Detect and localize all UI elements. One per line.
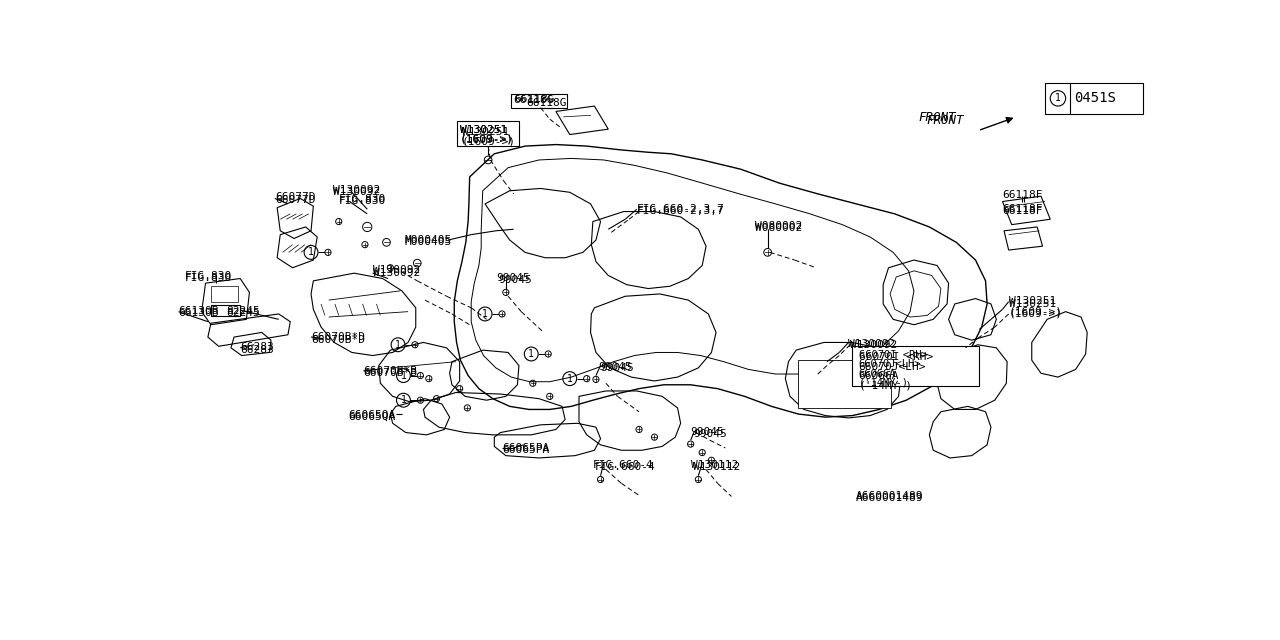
Text: W130092: W130092: [372, 268, 420, 278]
Text: (1609->): (1609->): [462, 137, 516, 147]
Text: 66130B: 66130B: [179, 307, 219, 316]
Text: 66070I <RH>: 66070I <RH>: [859, 350, 927, 360]
Text: W130251: W130251: [1009, 298, 1056, 308]
Text: 66070J<LH>: 66070J<LH>: [859, 360, 922, 369]
Text: 1: 1: [401, 371, 406, 381]
Text: 99045: 99045: [692, 429, 727, 440]
Text: 66118F: 66118F: [1002, 190, 1043, 200]
Text: W130112: W130112: [691, 460, 737, 470]
Bar: [511, 93, 567, 108]
Text: A660001489: A660001489: [856, 493, 924, 502]
Text: 1: 1: [1055, 93, 1061, 103]
Text: 66118G: 66118G: [515, 93, 554, 104]
Text: W080002: W080002: [755, 221, 801, 231]
Text: 0451S: 0451S: [1074, 92, 1116, 106]
Text: FIG.660-2,3,7: FIG.660-2,3,7: [636, 204, 724, 214]
Text: W130251: W130251: [462, 127, 509, 137]
Text: 82245: 82245: [227, 308, 260, 318]
Text: W130251: W130251: [460, 125, 507, 134]
Text: ('14MY-): ('14MY-): [859, 378, 909, 388]
Text: W130092: W130092: [333, 187, 380, 197]
Text: FIG.830: FIG.830: [339, 196, 387, 206]
Text: W130092: W130092: [850, 340, 897, 350]
Bar: [799, 360, 891, 408]
Text: W130092: W130092: [372, 266, 420, 275]
Text: M000405: M000405: [404, 235, 452, 244]
Text: 1: 1: [401, 395, 406, 405]
Text: W130251: W130251: [1009, 296, 1056, 307]
Text: 1: 1: [396, 340, 401, 349]
Text: 66070B*B: 66070B*B: [364, 368, 417, 378]
Text: FIG.830: FIG.830: [339, 194, 387, 204]
Text: 66065QA: 66065QA: [348, 410, 396, 419]
Text: (1609->): (1609->): [1009, 308, 1062, 319]
Bar: [211, 286, 238, 301]
Text: 66283: 66283: [241, 342, 274, 353]
Text: 66118G: 66118G: [526, 99, 567, 108]
Text: 66118F: 66118F: [1002, 204, 1043, 214]
Text: 82245: 82245: [227, 307, 260, 316]
Text: FIG.660-4: FIG.660-4: [593, 460, 654, 470]
Text: M000405: M000405: [404, 237, 452, 247]
Text: 66065PA: 66065PA: [502, 445, 549, 455]
Text: 99045: 99045: [600, 364, 635, 373]
Text: FRONT: FRONT: [919, 111, 956, 124]
Text: 66118G: 66118G: [513, 95, 554, 105]
Text: FRONT: FRONT: [927, 114, 964, 127]
Bar: [457, 122, 518, 146]
Text: 66066A: 66066A: [859, 371, 899, 381]
Text: FIG.830: FIG.830: [184, 271, 232, 281]
Bar: [211, 305, 241, 316]
Text: (1609->): (1609->): [460, 134, 513, 144]
Text: W080002: W080002: [755, 223, 801, 233]
Text: 99045: 99045: [495, 273, 530, 283]
Text: 66130B: 66130B: [179, 308, 219, 318]
Text: A660001489: A660001489: [856, 491, 924, 501]
Text: W130092: W130092: [849, 339, 896, 349]
Text: 1: 1: [529, 349, 534, 359]
Text: FIG.830: FIG.830: [184, 273, 232, 283]
Text: W130092: W130092: [333, 184, 380, 195]
Text: (1609->): (1609->): [460, 134, 513, 145]
Text: 66283: 66283: [241, 345, 274, 355]
Bar: [852, 346, 979, 387]
Text: 1: 1: [483, 309, 488, 319]
Text: 66070B*B: 66070B*B: [364, 365, 417, 376]
Text: 66065PA: 66065PA: [502, 442, 549, 452]
Text: 66065QA: 66065QA: [348, 412, 396, 422]
Text: W130251: W130251: [460, 125, 507, 134]
Text: 99045: 99045: [691, 427, 724, 437]
Text: FIG.660-4: FIG.660-4: [594, 462, 655, 472]
Bar: [211, 305, 238, 316]
Text: FIG.660-2,3,7: FIG.660-2,3,7: [636, 206, 724, 216]
Text: 66066A: 66066A: [859, 369, 896, 379]
Text: 1: 1: [567, 374, 572, 383]
Text: W130112: W130112: [692, 462, 740, 472]
Text: 99045: 99045: [498, 275, 532, 285]
Text: 66077D: 66077D: [275, 192, 315, 202]
Text: 1: 1: [308, 247, 314, 257]
Text: 66070I <RH>: 66070I <RH>: [859, 353, 933, 362]
Text: 99045: 99045: [598, 362, 632, 372]
Bar: [1044, 83, 1143, 114]
Text: 66118F: 66118F: [1002, 206, 1043, 216]
Text: 66070B*D: 66070B*D: [311, 332, 365, 342]
Text: 66070J<LH>: 66070J<LH>: [859, 362, 925, 372]
Text: ('14MY-): ('14MY-): [859, 380, 913, 390]
Text: 66070B*D: 66070B*D: [311, 335, 365, 345]
Text: (1609->): (1609->): [1009, 307, 1062, 316]
Text: 66077D: 66077D: [275, 195, 315, 205]
